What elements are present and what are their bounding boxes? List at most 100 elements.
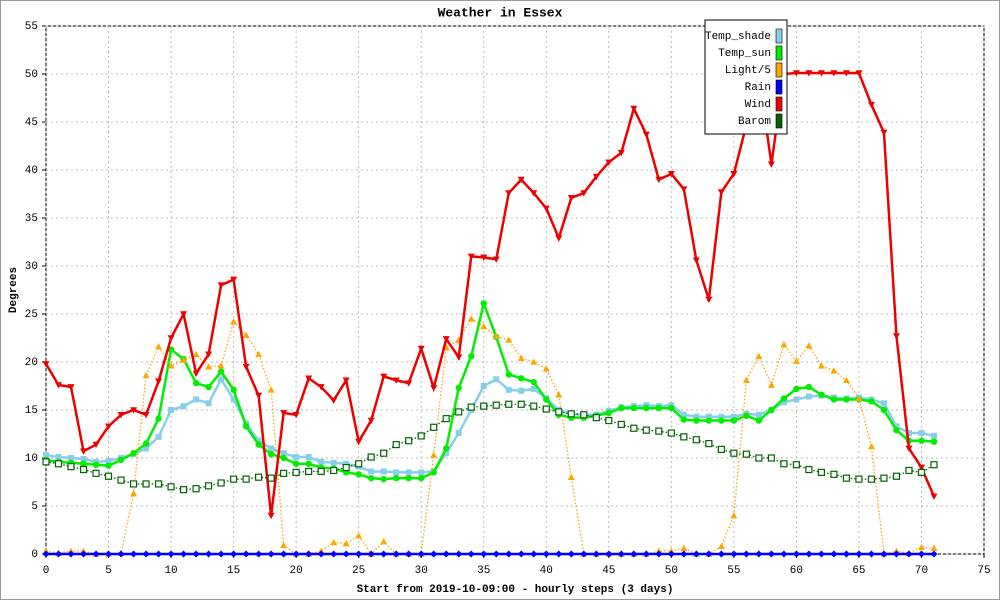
data-point bbox=[830, 367, 838, 374]
data-point bbox=[805, 393, 812, 400]
data-point bbox=[817, 70, 825, 77]
data-point bbox=[642, 131, 650, 138]
data-point bbox=[280, 550, 288, 558]
data-point bbox=[692, 436, 700, 444]
data-point bbox=[755, 411, 762, 418]
data-point bbox=[730, 512, 738, 519]
data-point bbox=[80, 550, 88, 558]
data-point bbox=[542, 405, 550, 413]
data-point bbox=[330, 459, 337, 466]
data-point bbox=[617, 420, 625, 428]
data-point bbox=[317, 467, 325, 476]
data-point bbox=[717, 445, 725, 453]
data-point bbox=[505, 400, 513, 408]
data-point bbox=[542, 205, 550, 212]
x-tick-label: 60 bbox=[790, 565, 803, 577]
data-point bbox=[117, 456, 125, 464]
data-point bbox=[680, 416, 688, 423]
data-point bbox=[492, 332, 500, 339]
data-point bbox=[555, 391, 563, 398]
data-point bbox=[255, 350, 263, 358]
data-point bbox=[130, 550, 138, 558]
data-point bbox=[180, 311, 188, 318]
data-point bbox=[905, 430, 912, 437]
data-point bbox=[480, 300, 487, 307]
data-point bbox=[742, 376, 750, 384]
legend-label: Light/5 bbox=[725, 65, 771, 77]
data-point bbox=[680, 550, 688, 558]
data-point bbox=[667, 171, 675, 178]
data-point bbox=[142, 371, 150, 379]
data-point bbox=[168, 407, 175, 413]
data-point bbox=[230, 475, 238, 483]
data-point bbox=[130, 407, 138, 414]
data-point bbox=[380, 550, 388, 558]
data-point bbox=[355, 532, 363, 539]
data-point bbox=[154, 480, 163, 488]
data-point bbox=[430, 469, 437, 476]
data-point bbox=[518, 387, 525, 394]
data-point bbox=[292, 468, 300, 476]
data-point bbox=[230, 386, 237, 394]
data-point bbox=[218, 376, 225, 383]
data-point bbox=[55, 382, 63, 389]
data-point bbox=[380, 538, 388, 545]
data-point bbox=[80, 455, 87, 462]
data-point bbox=[468, 353, 475, 360]
data-point bbox=[343, 460, 350, 467]
data-point bbox=[793, 396, 800, 403]
data-point bbox=[580, 411, 588, 419]
data-point bbox=[592, 550, 600, 558]
data-point bbox=[467, 403, 475, 411]
data-point bbox=[367, 453, 375, 461]
data-point bbox=[205, 351, 213, 358]
data-point bbox=[380, 373, 388, 380]
data-point bbox=[105, 462, 112, 469]
data-point bbox=[430, 550, 438, 558]
x-tick-label: 0 bbox=[43, 565, 50, 577]
data-point bbox=[330, 550, 338, 558]
data-point bbox=[693, 413, 700, 420]
data-point bbox=[117, 412, 125, 419]
y-axis-label: Degrees bbox=[8, 267, 20, 313]
data-point bbox=[330, 538, 338, 546]
data-point bbox=[718, 413, 725, 420]
data-point bbox=[617, 550, 625, 558]
data-point bbox=[830, 70, 838, 77]
data-point bbox=[355, 471, 362, 478]
data-point bbox=[505, 550, 513, 558]
x-tick-label: 10 bbox=[164, 565, 177, 577]
data-point bbox=[230, 318, 238, 325]
data-point bbox=[143, 445, 150, 452]
data-point bbox=[792, 550, 800, 558]
x-tick-label: 20 bbox=[290, 565, 303, 577]
data-point bbox=[305, 375, 313, 382]
data-point bbox=[755, 550, 763, 558]
y-tick-label: 35 bbox=[25, 213, 38, 225]
data-point bbox=[730, 171, 738, 178]
data-point bbox=[255, 550, 263, 558]
data-point bbox=[917, 468, 926, 476]
data-point bbox=[130, 490, 138, 497]
data-point bbox=[655, 550, 663, 558]
data-point bbox=[443, 450, 450, 457]
data-point bbox=[205, 400, 212, 407]
data-point bbox=[517, 400, 525, 408]
data-point bbox=[217, 282, 225, 289]
data-point bbox=[367, 550, 375, 558]
x-tick-label: 25 bbox=[352, 565, 365, 577]
data-point bbox=[142, 440, 150, 447]
data-point bbox=[180, 403, 187, 410]
data-point bbox=[55, 550, 63, 558]
data-point bbox=[455, 550, 463, 558]
data-point bbox=[405, 380, 413, 387]
data-point bbox=[292, 550, 300, 558]
data-point bbox=[655, 176, 663, 184]
data-point bbox=[443, 445, 450, 452]
data-point bbox=[392, 377, 400, 384]
data-point bbox=[180, 356, 188, 363]
data-point bbox=[442, 336, 450, 343]
data-point bbox=[855, 550, 863, 558]
data-point bbox=[480, 322, 488, 330]
data-point bbox=[155, 550, 163, 558]
